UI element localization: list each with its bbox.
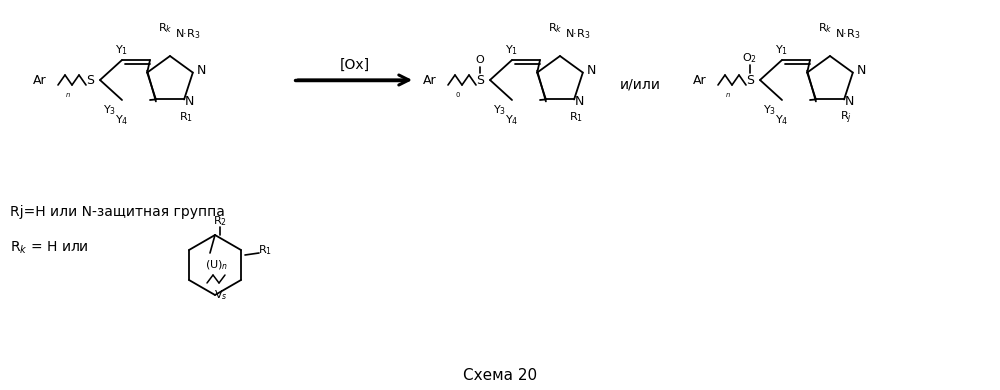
Text: Y$_3$: Y$_3$ [763,103,777,117]
Text: S: S [746,73,754,87]
Text: $_n$: $_n$ [725,90,731,100]
Text: O: O [476,55,484,65]
Text: R$_j$: R$_j$ [840,109,852,126]
Text: Y$_1$: Y$_1$ [775,43,789,57]
Text: $_n$: $_n$ [65,90,71,100]
Text: Y$_3$: Y$_3$ [493,103,507,117]
Text: N: N [857,64,867,77]
Text: R$_1$: R$_1$ [569,110,583,124]
Text: N: N [197,64,207,77]
Text: N·R$_3$: N·R$_3$ [835,27,861,41]
Text: N·R$_3$: N·R$_3$ [175,27,201,41]
Text: Схема 20: Схема 20 [463,367,537,383]
Text: [Ox]: [Ox] [340,58,370,72]
Text: V$_s$: V$_s$ [214,288,228,302]
Text: (U)$_n$: (U)$_n$ [205,258,229,272]
Text: Y$_1$: Y$_1$ [115,43,129,57]
Text: и/или: и/или [620,78,660,92]
Text: Ar: Ar [693,73,707,87]
Text: N: N [844,95,854,108]
Text: R$_k$: R$_k$ [158,21,172,35]
Text: Y$_1$: Y$_1$ [505,43,519,57]
Text: Rj=H или N-защитная группа: Rj=H или N-защитная группа [10,205,225,219]
Text: Y$_4$: Y$_4$ [775,113,789,127]
Text: N: N [574,95,584,108]
Text: Y$_4$: Y$_4$ [115,113,129,127]
Text: R$_2$: R$_2$ [213,214,227,228]
Text: R$_1$: R$_1$ [258,243,272,257]
Text: N: N [587,64,597,77]
Text: R$_k$ = H или: R$_k$ = H или [10,240,89,256]
Text: R$_k$: R$_k$ [548,21,562,35]
Text: N·R$_3$: N·R$_3$ [565,27,591,41]
Text: Y$_4$: Y$_4$ [505,113,519,127]
Text: Y$_3$: Y$_3$ [103,103,117,117]
Text: N: N [184,95,194,108]
Text: R$_k$: R$_k$ [818,21,832,35]
Text: S: S [86,73,94,87]
Text: Ar: Ar [423,73,437,87]
Text: O$_2$: O$_2$ [742,51,758,65]
Text: Ar: Ar [33,73,47,87]
Text: $_0$: $_0$ [455,90,461,100]
Text: S: S [476,73,484,87]
Text: R$_1$: R$_1$ [179,110,193,124]
